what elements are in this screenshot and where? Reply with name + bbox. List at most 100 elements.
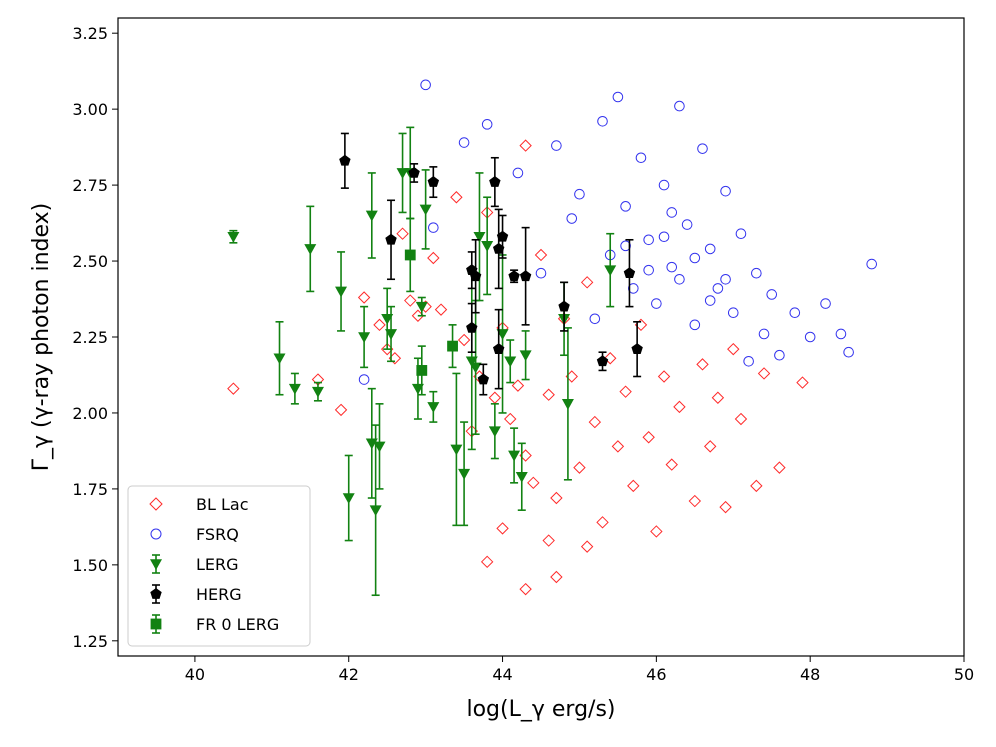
data-point xyxy=(492,343,505,355)
data-point xyxy=(566,213,578,224)
data-point xyxy=(469,270,482,282)
data-point xyxy=(796,376,809,389)
y-tick-label: 1.25 xyxy=(72,632,108,651)
data-point xyxy=(727,342,740,356)
data-point xyxy=(369,505,382,517)
data-point xyxy=(689,319,701,331)
data-point xyxy=(619,385,632,398)
data-point xyxy=(466,321,478,333)
data-point xyxy=(627,479,640,493)
data-point xyxy=(311,386,324,398)
data-point xyxy=(751,267,762,279)
data-point xyxy=(580,540,594,553)
data-point xyxy=(689,252,701,264)
y-tick-label: 1.75 xyxy=(72,480,108,499)
data-point xyxy=(515,471,528,483)
data-point xyxy=(427,251,440,265)
x-tick-label: 50 xyxy=(954,665,974,684)
data-point xyxy=(288,383,301,395)
data-point xyxy=(492,242,505,254)
data-point xyxy=(519,270,532,282)
data-point xyxy=(774,349,785,361)
data-point xyxy=(643,234,654,246)
y-tick-label: 2.50 xyxy=(72,252,108,271)
data-point xyxy=(550,570,563,584)
y-tick-label: 2.00 xyxy=(72,404,108,423)
data-point xyxy=(720,185,731,197)
data-point xyxy=(488,391,502,404)
data-point xyxy=(623,267,636,279)
series-fsrq xyxy=(358,79,878,385)
series-bl-lac xyxy=(227,139,809,596)
data-point xyxy=(719,500,732,514)
data-point xyxy=(542,388,555,401)
data-point xyxy=(504,356,517,368)
y-tick-label: 2.25 xyxy=(72,328,108,347)
data-point xyxy=(704,295,716,306)
data-point xyxy=(711,391,725,404)
data-point xyxy=(365,210,378,222)
data-point xyxy=(588,415,602,429)
data-point xyxy=(773,461,786,474)
data-point xyxy=(447,340,458,352)
data-point xyxy=(596,355,609,367)
data-point xyxy=(408,166,420,178)
data-point xyxy=(758,328,770,340)
data-point xyxy=(335,286,348,298)
data-point xyxy=(658,231,670,243)
y-axis-ticks: 1.25 1.50 1.75 2.00 2.25 2.50 2.75 3.00 3.25 xyxy=(72,24,118,651)
data-point xyxy=(580,276,594,289)
data-point xyxy=(481,119,493,130)
data-point xyxy=(519,139,532,152)
data-point xyxy=(534,248,548,262)
data-point xyxy=(457,333,471,347)
data-point xyxy=(535,267,547,279)
data-point xyxy=(620,201,631,212)
data-point xyxy=(396,168,409,179)
series-fr-0-lerg xyxy=(404,217,458,396)
data-point xyxy=(304,244,317,255)
data-point xyxy=(411,383,424,395)
data-point xyxy=(658,179,670,191)
data-point xyxy=(542,534,555,547)
data-point xyxy=(573,461,586,474)
data-point xyxy=(450,191,463,204)
x-tick-label: 42 xyxy=(339,665,359,684)
data-point xyxy=(697,143,708,154)
data-point xyxy=(504,412,517,426)
data-point xyxy=(688,494,702,508)
data-point xyxy=(373,441,386,453)
legend-marker xyxy=(149,497,163,511)
data-point xyxy=(358,332,371,343)
data-point xyxy=(404,249,416,261)
data-point xyxy=(420,79,431,91)
data-point xyxy=(496,230,509,242)
data-point xyxy=(589,313,601,325)
data-point xyxy=(561,399,574,410)
data-point xyxy=(415,301,428,313)
x-axis-ticks: 40 42 44 46 48 50 xyxy=(185,656,974,684)
legend: BL Lac FSRQ LERG HERG FR 0 LERG xyxy=(127,485,311,647)
data-point xyxy=(558,300,570,312)
x-tick-label: 46 xyxy=(646,665,666,684)
data-point xyxy=(496,522,509,535)
data-points-layer xyxy=(227,79,878,597)
data-point xyxy=(743,356,754,367)
data-point xyxy=(574,188,585,200)
data-point xyxy=(396,227,409,240)
data-point xyxy=(381,313,394,325)
data-point xyxy=(611,440,625,453)
data-point xyxy=(820,298,831,309)
data-point xyxy=(357,291,371,304)
y-tick-label: 1.50 xyxy=(72,556,108,575)
data-point xyxy=(789,307,801,318)
data-point xyxy=(627,283,639,294)
data-point xyxy=(631,343,643,355)
data-point xyxy=(551,140,562,151)
data-point xyxy=(666,207,678,218)
data-point xyxy=(642,431,655,444)
y-tick-label: 3.00 xyxy=(72,100,108,119)
data-point xyxy=(550,491,563,505)
data-point xyxy=(651,298,662,309)
